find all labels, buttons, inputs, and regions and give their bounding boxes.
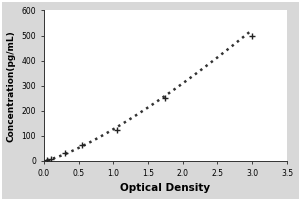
X-axis label: Optical Density: Optical Density [120, 183, 210, 193]
Y-axis label: Concentration(pg/mL): Concentration(pg/mL) [7, 30, 16, 142]
